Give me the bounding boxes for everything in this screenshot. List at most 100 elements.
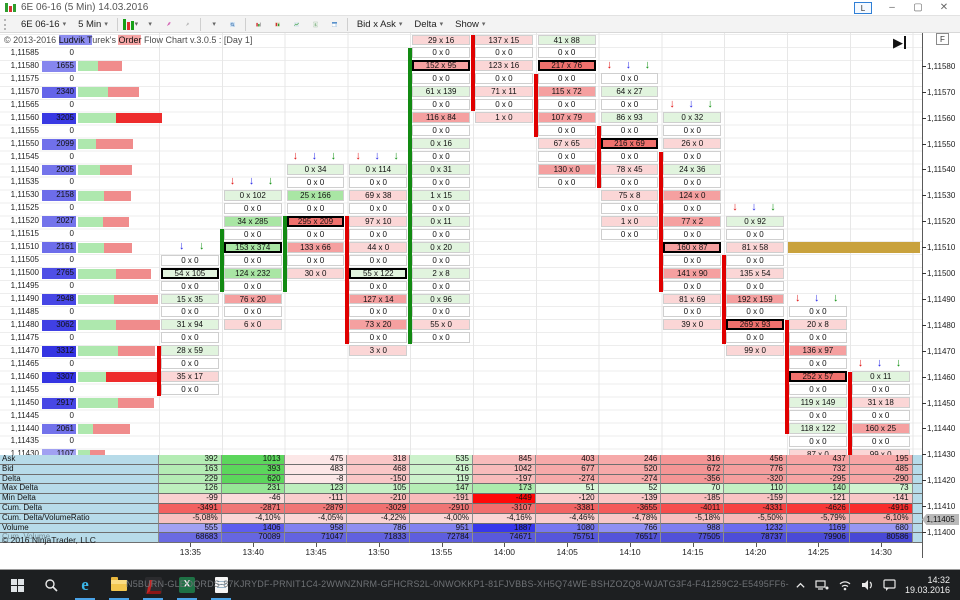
ladder-price-label: 1,11585 xyxy=(10,47,39,57)
delta-mode-selector[interactable]: Delta xyxy=(408,17,449,32)
panel-cell: 951 xyxy=(410,523,473,534)
ladder-volume-cell: 0 xyxy=(69,203,74,213)
taskbar-edge-button[interactable]: e xyxy=(68,570,102,600)
time-tick xyxy=(567,543,569,548)
chart-style-button[interactable] xyxy=(122,17,139,32)
pc-network-icon[interactable] xyxy=(815,579,829,591)
footprint-cell: 97 x 10 xyxy=(349,215,408,227)
time-label: 13:35 xyxy=(179,547,202,558)
ladder-sell-bar xyxy=(100,165,132,175)
chevron-up-icon[interactable] xyxy=(795,580,806,591)
signal-arrow-icon: ↓ xyxy=(355,149,361,162)
footprint-cell: 73 x 20 xyxy=(349,319,408,331)
time-label: 14:10 xyxy=(619,547,641,558)
ladder-volume-cell: 2948 xyxy=(42,294,76,305)
taskbar-notepad-button[interactable] xyxy=(204,570,238,600)
footprint-cell: 124 x 232 xyxy=(223,267,282,279)
panel-cell: 70089 xyxy=(221,533,285,544)
start-button[interactable] xyxy=(0,570,34,600)
ladder-sell-bar xyxy=(118,398,154,409)
axis-label: 1,11420 xyxy=(927,476,956,486)
ladder-volume-cell: 0 xyxy=(69,410,74,420)
axis-tick xyxy=(922,247,926,249)
panel-cell: -5,50% xyxy=(724,513,787,524)
taskbar-ninjatrader-button[interactable] xyxy=(136,570,170,600)
time-tick xyxy=(818,543,820,548)
panel-cell: 110 xyxy=(724,484,787,495)
ladder-sell-bar xyxy=(114,294,158,305)
footprint-cell: 0 x 0 xyxy=(286,176,345,188)
copyright-text: © 2013-2016 xyxy=(4,35,59,45)
minimize-button[interactable]: – xyxy=(889,1,895,13)
signal-arrow-icon: ↓ xyxy=(833,292,839,304)
bidask-label: Bid x Ask xyxy=(356,18,396,30)
marker-button-disabled[interactable] xyxy=(179,17,196,32)
panel-cell: 483 xyxy=(284,464,348,475)
marker-add-button[interactable] xyxy=(160,17,177,32)
footprint-cell: 107 x 79 xyxy=(537,112,596,124)
toolbar-grip[interactable] xyxy=(4,18,11,30)
cursor-mode-button[interactable] xyxy=(205,17,222,32)
footprint-cell: 0 x 0 xyxy=(537,99,596,111)
volume-columns-button[interactable] xyxy=(250,17,267,32)
taskbar-search-button[interactable] xyxy=(34,570,68,600)
taskbar-explorer-button[interactable] xyxy=(102,570,136,600)
zoom-tool-button[interactable] xyxy=(224,17,241,32)
panel-cell: 126 xyxy=(159,484,222,495)
panel-cell: 958 xyxy=(284,523,348,534)
link-window-button[interactable]: L xyxy=(854,1,872,14)
ladder-price-label: 1,11520 xyxy=(10,216,39,226)
panel-cell: -159 xyxy=(724,493,787,504)
footprint-cell: 0 x 0 xyxy=(600,151,659,162)
ladder-price-label: 1,11540 xyxy=(10,164,39,174)
chart-snapshot-button[interactable] xyxy=(288,17,305,32)
footprint-cell: 25 x 166 xyxy=(286,189,345,201)
ladder-sell-bar xyxy=(118,346,155,357)
close-button[interactable]: ✕ xyxy=(939,1,949,13)
notification-icon[interactable] xyxy=(883,579,896,591)
footprint-cell: 0 x 0 xyxy=(412,47,470,59)
taskbar-clock[interactable]: 14:32 19.03.2016 xyxy=(905,575,950,595)
ladder-buy-bar xyxy=(78,87,108,98)
maximize-button[interactable]: ▢ xyxy=(913,1,923,13)
footprint-cell: 127 x 14 xyxy=(349,293,408,305)
dollar-button[interactable]: $ xyxy=(307,17,324,32)
time-tick xyxy=(190,543,192,548)
bidask-mode-selector[interactable]: Bid x Ask xyxy=(351,17,409,32)
footprint-cell: 0 x 0 xyxy=(600,228,659,240)
footprint-cell: 30 x 0 xyxy=(286,267,345,279)
folder-icon xyxy=(111,576,127,591)
ladder-volume-cell: 2340 xyxy=(42,86,76,98)
show-menu[interactable]: Show xyxy=(449,17,491,32)
interval-selector[interactable]: 5 Min xyxy=(72,17,114,32)
instrument-selector[interactable]: 6E 06-16 xyxy=(15,17,72,32)
ladder-price-label: 1,11545 xyxy=(10,151,39,161)
go-to-end-icon[interactable]: ▶ xyxy=(893,36,906,49)
excel-icon: X xyxy=(179,577,195,593)
axis-tick xyxy=(922,221,926,223)
signal-arrow-icon: ↓ xyxy=(751,201,757,214)
ladder-volume-cell: 2027 xyxy=(42,216,76,228)
footprint-button[interactable] xyxy=(269,17,286,32)
panel-cell: 786 xyxy=(347,523,411,534)
footprint-cell: 76 x 20 xyxy=(223,293,282,305)
wifi-icon[interactable] xyxy=(838,579,852,591)
ninjatrader-copyright: © 2016 NinjaTrader, LLC xyxy=(2,535,96,545)
footprint-cell: 119 x 149 xyxy=(789,397,847,409)
bar-range-line xyxy=(345,216,350,344)
time-tick xyxy=(630,543,631,548)
footprint-cell: 0 x 0 xyxy=(663,202,722,214)
drawing-tools-button[interactable] xyxy=(141,17,158,32)
bar-range-line xyxy=(471,35,475,111)
footprint-cell: 216 x 69 xyxy=(600,138,659,150)
price-axis[interactable] xyxy=(922,33,960,558)
panel-cell: 1169 xyxy=(787,523,850,534)
footprint-cell: 0 x 0 xyxy=(161,384,219,396)
footprint-cell: 115 x 72 xyxy=(537,86,596,98)
panel-layout-button[interactable] xyxy=(326,17,343,32)
ladder-sell-bar xyxy=(90,449,105,460)
speaker-icon[interactable] xyxy=(861,579,874,591)
taskbar-excel-button[interactable]: X xyxy=(170,570,204,600)
fixed-scale-button[interactable]: F xyxy=(936,33,949,45)
footprint-cell: 0 x 0 xyxy=(349,176,408,188)
